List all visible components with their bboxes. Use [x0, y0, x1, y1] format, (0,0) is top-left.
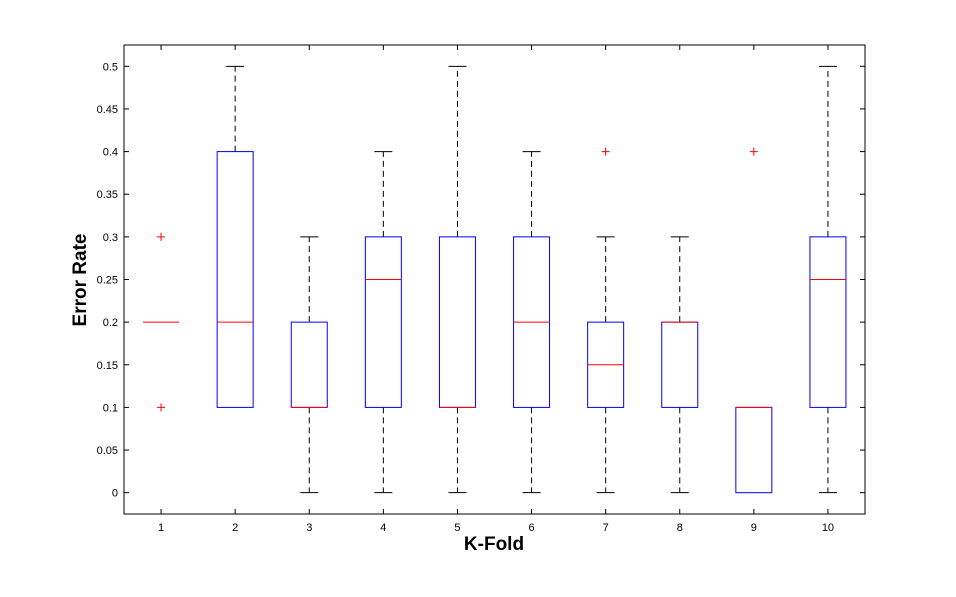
- outlier-marker: [749, 147, 758, 156]
- x-tick-label: 9: [751, 522, 757, 534]
- x-tick-label: 6: [528, 522, 534, 534]
- y-tick-label: 0.05: [97, 445, 118, 457]
- y-tick-label: 0.15: [97, 360, 118, 372]
- x-tick-label: 7: [603, 522, 609, 534]
- box-body: [809, 236, 847, 408]
- x-tick-label: 3: [306, 522, 312, 534]
- plot-area: 0 0.05 0.1 0.15 0.2 0.25 0.3 0.35 0.4 0.45 0.5 1 2 3 4…: [97, 44, 866, 534]
- y-axis-title: Error Rate: [70, 234, 91, 327]
- outlier-marker: [601, 147, 610, 156]
- box-body: [438, 236, 476, 408]
- box-body: [735, 406, 773, 494]
- outlier-marker: [157, 403, 166, 412]
- y-tick-label: 0.35: [97, 189, 118, 201]
- y-tick-label: 0.3: [103, 232, 118, 244]
- y-tick-label: 0.1: [103, 402, 118, 414]
- x-tick-label: 2: [232, 522, 238, 534]
- y-tick-label: 0.25: [97, 275, 118, 287]
- y-tick-label: 0.5: [103, 61, 118, 73]
- x-tick-label: 5: [454, 522, 460, 534]
- box-body: [216, 151, 254, 408]
- y-tick-label: 0.2: [103, 317, 118, 329]
- x-tick-label: 1: [158, 522, 164, 534]
- x-tick-label: 10: [822, 522, 834, 534]
- x-axis-title: K-Fold: [464, 534, 524, 555]
- box-body: [661, 321, 699, 408]
- axes-frame: [123, 44, 866, 515]
- x-tick-label: 8: [677, 522, 683, 534]
- y-tick-label: 0: [112, 488, 118, 500]
- box-body: [364, 236, 402, 408]
- box-body: [290, 321, 328, 408]
- x-tick-label: 4: [380, 522, 386, 534]
- outlier-marker: [157, 232, 166, 241]
- y-tick-label: 0.45: [97, 104, 118, 116]
- y-tick-label: 0.4: [103, 147, 118, 159]
